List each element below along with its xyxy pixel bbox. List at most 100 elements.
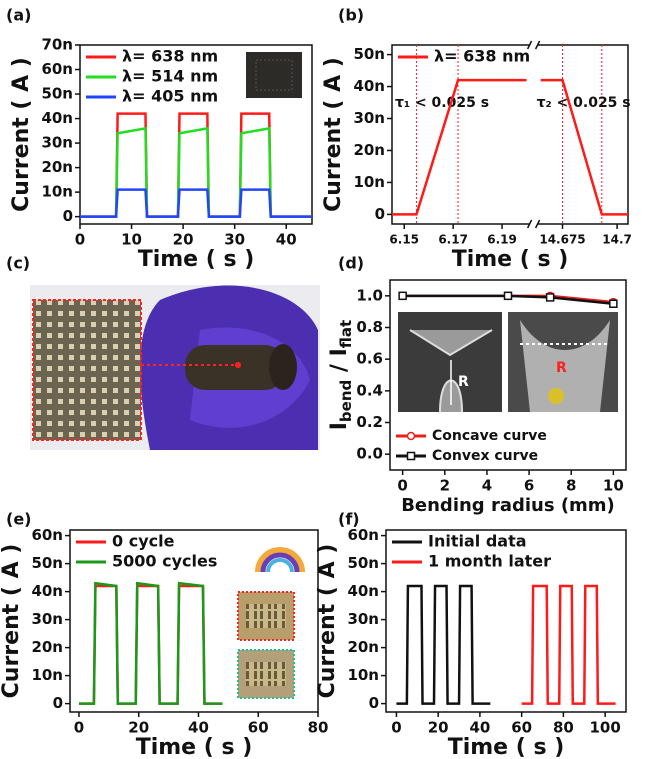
legend-label: λ= 514 nm — [122, 67, 218, 86]
y-tick-label: 0 — [53, 694, 63, 712]
photo — [30, 285, 320, 450]
y-tick-label: 10n — [41, 183, 73, 201]
x-tick-label: 4 — [482, 477, 492, 495]
x-tick-label: 80 — [308, 719, 329, 737]
inset-label: R — [458, 374, 469, 390]
x-tick-label: 20 — [128, 719, 149, 737]
y-axis-label-part: I — [327, 422, 352, 430]
y-tick-label: 0.8 — [356, 318, 383, 336]
legend-label: 0 cycle — [112, 532, 175, 551]
inset-photo-detail — [255, 59, 293, 91]
inset-photo-detail — [520, 320, 610, 412]
axis-break — [526, 40, 541, 50]
y-axis-label-part: bend — [337, 380, 355, 422]
y-axis-label: Current ( A ) — [0, 544, 24, 699]
panel-label: (a) — [6, 6, 31, 25]
x-tick-label: 6.15 — [389, 233, 419, 247]
legend-label: 5000 cycles — [112, 552, 217, 571]
bend-icon — [266, 558, 294, 573]
y-tick-label: 50n — [347, 554, 379, 572]
marker — [398, 291, 407, 301]
cylinder-end — [269, 344, 297, 390]
y-tick-label: 30n — [41, 134, 73, 152]
x-tick-label: 10 — [121, 231, 142, 249]
x-tick-label: 6 — [524, 477, 534, 495]
y-tick-label: 60n — [41, 60, 73, 78]
y-tick-label: 50n — [41, 85, 73, 103]
y-tick-label: 20n — [41, 158, 73, 176]
axis-break — [526, 219, 541, 229]
x-tick-label: 14.675 — [539, 233, 585, 247]
plot-frame — [79, 44, 313, 225]
y-axis-label-part: flat — [337, 320, 355, 348]
panel-label: (d) — [338, 254, 364, 273]
y-tick-label: 20n — [31, 638, 63, 656]
y-axis-label: Current ( A ) — [9, 57, 34, 212]
panel-label: (f) — [338, 510, 360, 529]
y-tick-label: 50n — [31, 554, 63, 572]
x-tick-label: 0 — [75, 231, 85, 249]
y-tick-label: 0.4 — [356, 381, 383, 399]
zoom-box — [32, 299, 142, 441]
y-axis-label-part: / I — [327, 348, 352, 380]
axis-break-gap — [529, 42, 538, 48]
x-tick-label: 6.19 — [487, 233, 517, 247]
axis-break-gap — [529, 221, 538, 227]
y-tick-label: 50n — [353, 45, 385, 63]
annotation: τ₁ < 0.025 s — [395, 95, 489, 111]
y-tick-label: 60n — [347, 526, 379, 544]
series-line — [80, 188, 312, 218]
y-tick-label: 70n — [41, 36, 73, 54]
plot-frame — [69, 529, 319, 713]
y-tick-label: 40n — [347, 582, 379, 600]
marker — [503, 291, 513, 301]
legend-label: Concave curve — [432, 428, 547, 444]
x-tick-label: 100 — [589, 719, 620, 737]
y-tick-label: 40n — [353, 77, 385, 95]
x-tick-label: 40 — [469, 719, 490, 737]
series-line — [402, 294, 614, 305]
x-tick-label: 0 — [397, 477, 407, 495]
y-tick-label: 10n — [347, 666, 379, 684]
y-tick-label: 30n — [31, 610, 63, 628]
y-tick-label: 0 — [375, 205, 385, 223]
y-tick-label: 40n — [31, 582, 63, 600]
x-tick-label: 10 — [603, 477, 624, 495]
annotation: τ₂ < 0.025 s — [537, 95, 631, 111]
y-tick-label: 0.6 — [356, 350, 383, 368]
series-line — [78, 581, 223, 705]
series-line — [521, 584, 616, 705]
y-tick-label: 0.2 — [356, 413, 383, 431]
x-tick-label: 0 — [391, 719, 401, 737]
legend-label: Initial data — [428, 532, 527, 551]
y-tick-label: 0 — [369, 694, 379, 712]
plot-frame — [385, 529, 627, 713]
series-line — [80, 112, 312, 218]
x-tick-label: 0 — [74, 719, 84, 737]
x-tick-label: 80 — [553, 719, 574, 737]
bend-icon — [260, 552, 300, 573]
inset-label: R — [556, 360, 567, 376]
zoom-point — [235, 362, 241, 368]
y-tick-label: 0.0 — [356, 445, 383, 463]
legend-label: λ= 638 nm — [434, 47, 530, 66]
x-axis-label: Time ( s ) — [448, 735, 565, 759]
y-tick-label: 20n — [347, 638, 379, 656]
x-tick-label: 2 — [440, 477, 450, 495]
x-tick-label: 6.17 — [438, 233, 468, 247]
series-line — [392, 78, 628, 216]
x-tick-label: 30 — [224, 231, 245, 249]
x-tick-label: 20 — [428, 719, 449, 737]
device-array — [33, 300, 141, 440]
x-tick-label: 60 — [511, 719, 532, 737]
y-tick-label: 0 — [63, 207, 73, 225]
plot-frame — [389, 279, 627, 471]
y-tick-label: 60n — [31, 526, 63, 544]
x-tick-label: 40 — [188, 719, 209, 737]
legend-label: λ= 638 nm — [122, 47, 218, 66]
legend-marker — [406, 431, 416, 441]
marker — [545, 293, 555, 302]
y-axis-label: Ibend / Iflat — [327, 320, 355, 430]
series-line — [78, 584, 223, 705]
